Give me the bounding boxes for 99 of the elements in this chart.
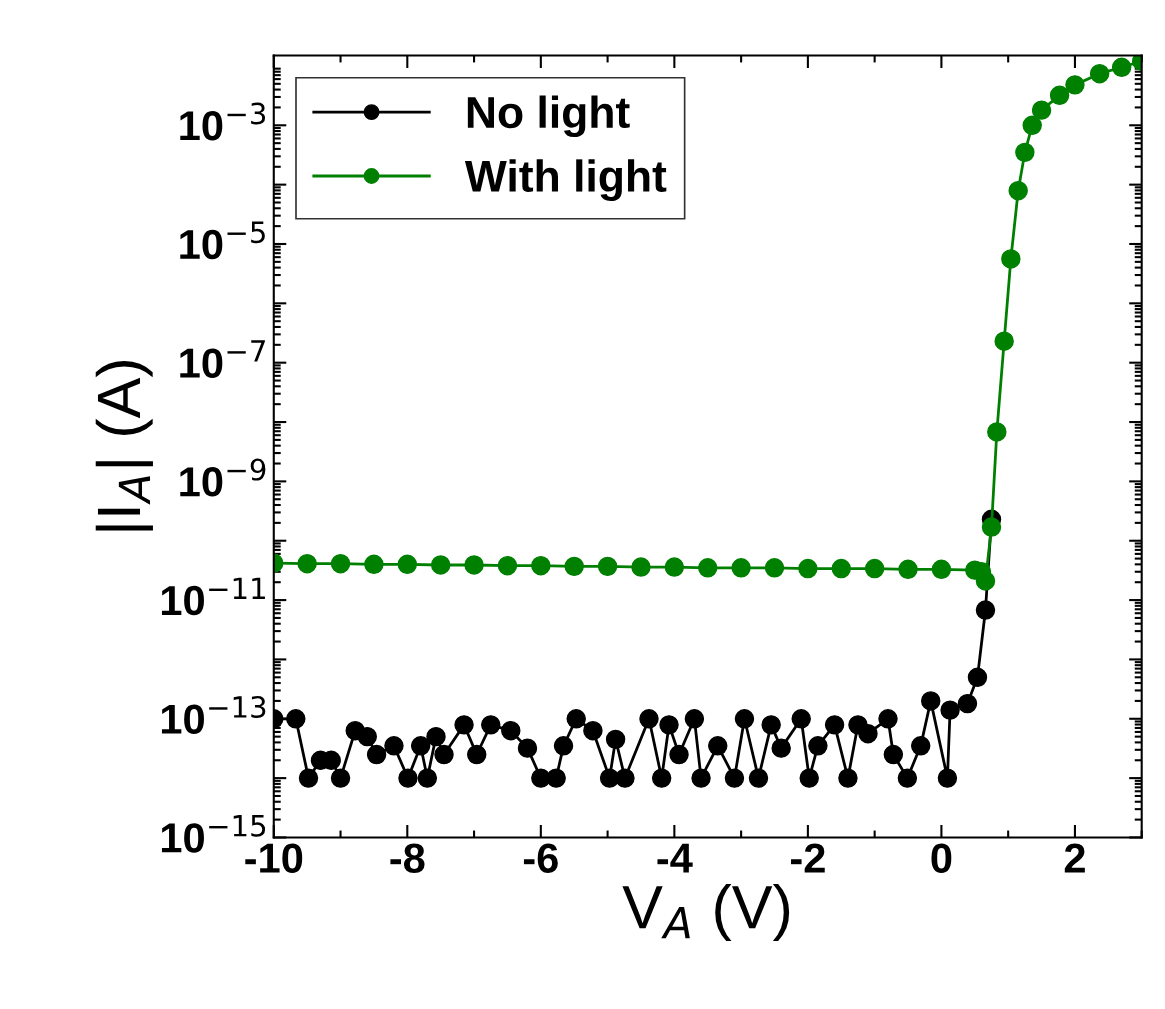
point <box>397 554 418 575</box>
x-tick-label: -4 <box>657 843 693 873</box>
point <box>467 744 487 765</box>
point <box>975 571 996 591</box>
point <box>858 723 878 744</box>
point <box>430 555 451 575</box>
point <box>1065 75 1085 95</box>
point <box>566 709 586 729</box>
y-tick-label: 10$^{−13}$ <box>161 695 266 734</box>
point <box>708 736 728 756</box>
y-tick-label: 10$^{−3}$ <box>180 102 266 141</box>
point <box>366 744 387 765</box>
point <box>937 768 958 788</box>
point <box>297 553 317 574</box>
y-tick-label: 10$^{−9}$ <box>180 458 266 497</box>
point <box>669 744 689 765</box>
legend-label: With light <box>464 159 667 201</box>
point <box>1031 100 1052 120</box>
point <box>748 768 769 788</box>
x-tick-label: -6 <box>523 843 558 873</box>
point <box>1001 249 1021 269</box>
point <box>883 744 904 765</box>
point <box>564 556 584 577</box>
point <box>517 738 538 758</box>
point <box>651 768 672 788</box>
point <box>384 736 404 756</box>
point <box>417 768 438 788</box>
point <box>838 768 858 788</box>
point <box>615 768 635 788</box>
y-tick-label: 10$^{−5}$ <box>180 221 265 260</box>
point <box>410 736 431 756</box>
point <box>605 729 626 750</box>
point <box>434 744 454 765</box>
point <box>764 558 785 578</box>
point <box>464 555 484 575</box>
point <box>298 768 319 788</box>
point <box>330 553 351 574</box>
point <box>481 715 501 735</box>
point <box>957 693 978 714</box>
y-axis-title: |I$_{A}$| (A) <box>95 361 153 531</box>
point <box>987 422 1007 442</box>
point <box>583 720 603 741</box>
point <box>808 736 828 756</box>
point <box>357 726 377 747</box>
point <box>831 558 851 579</box>
point <box>1022 115 1042 136</box>
point <box>631 557 651 577</box>
point <box>1089 63 1110 84</box>
point <box>734 709 755 729</box>
point <box>994 331 1014 351</box>
y-tick-label: 10$^{−7}$ <box>180 340 265 378</box>
point <box>771 738 791 758</box>
x-tick-label: 0 <box>931 843 952 873</box>
point <box>940 700 960 720</box>
point <box>553 736 574 756</box>
point <box>426 726 446 747</box>
point <box>910 736 931 756</box>
point <box>931 559 952 580</box>
point <box>664 557 685 577</box>
point <box>286 709 306 729</box>
x-tick-label: 2 <box>1064 843 1085 873</box>
point <box>798 558 818 579</box>
point <box>497 555 518 576</box>
point <box>364 554 384 575</box>
point <box>981 517 1002 537</box>
legend-label: No light <box>467 95 630 138</box>
point <box>975 600 996 620</box>
point <box>1049 85 1070 106</box>
point <box>1111 57 1132 77</box>
x-tick-label: -2 <box>790 843 825 873</box>
x-tick-label: -8 <box>390 843 425 873</box>
point <box>761 715 781 735</box>
y-tick-label: 10$^{−11}$ <box>161 577 265 616</box>
point <box>878 709 898 729</box>
point <box>967 667 988 688</box>
point <box>824 715 845 735</box>
x-axis-title: V$_{A}$ (V) <box>622 883 790 941</box>
point <box>698 558 718 578</box>
point <box>731 558 751 578</box>
point <box>691 768 711 788</box>
point <box>921 691 941 711</box>
point <box>684 709 705 729</box>
point <box>1008 180 1028 201</box>
point <box>799 768 819 788</box>
point <box>597 556 618 577</box>
point <box>791 709 811 729</box>
point <box>659 715 679 735</box>
point <box>724 768 745 788</box>
point <box>546 768 566 788</box>
point <box>454 715 474 735</box>
point <box>398 768 418 788</box>
point <box>864 558 885 579</box>
point <box>531 555 551 576</box>
point <box>330 768 351 788</box>
point <box>898 559 918 580</box>
point <box>897 768 918 788</box>
point <box>1015 142 1035 163</box>
point <box>639 709 659 729</box>
point <box>501 720 521 741</box>
